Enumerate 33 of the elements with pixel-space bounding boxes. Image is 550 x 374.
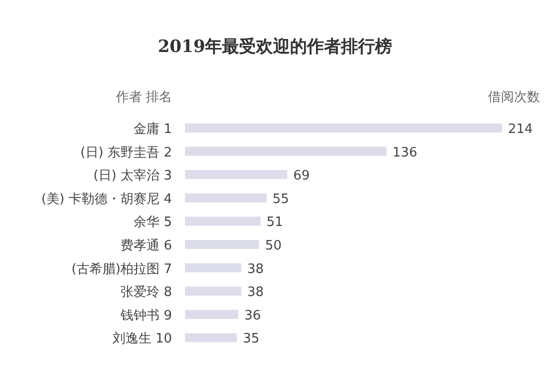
- y-tick-label: 余华 5: [134, 215, 172, 230]
- bar: [185, 310, 238, 319]
- bar: [185, 193, 266, 202]
- y-tick-label: 金庸 1: [134, 121, 172, 137]
- data-label: 51: [266, 215, 284, 230]
- data-label: 35: [242, 332, 260, 347]
- y-tick-label: (古希腊)柏拉图 7: [71, 262, 172, 277]
- bar: [185, 333, 237, 342]
- data-label: 38: [247, 262, 264, 277]
- data-label: 55: [272, 192, 290, 207]
- data-label: 69: [293, 168, 310, 184]
- x-axis-title: 借阅次数: [488, 90, 540, 105]
- data-label: 136: [392, 145, 418, 160]
- y-tick-label: (美) 卡勒德・胡赛尼 4: [41, 190, 172, 207]
- y-tick-label: 张爱玲 8: [120, 285, 172, 300]
- chart-title: 2019年最受欢迎的作者排行榜: [158, 37, 392, 57]
- bar: [185, 216, 261, 226]
- bar: [185, 146, 386, 156]
- data-label: 214: [508, 122, 533, 137]
- y-tick-label: (日) 太宰治 3: [93, 168, 172, 184]
- data-label: 50: [265, 238, 282, 254]
- bar: [185, 240, 260, 249]
- y-axis-title: 作者 排名: [114, 90, 172, 105]
- data-label: 36: [244, 308, 261, 324]
- y-tick-label: 刘逸生 10: [112, 332, 172, 347]
- data-label: 38: [247, 285, 264, 300]
- bar: [185, 170, 288, 180]
- y-tick-label: 费孝通 6: [120, 238, 172, 254]
- bar: [185, 263, 242, 272]
- y-tick-label: 钱钟书 9: [120, 308, 172, 324]
- y-tick-label: (日) 东野圭吾 2: [80, 145, 172, 160]
- bar: [185, 124, 502, 132]
- bar: [185, 286, 242, 296]
